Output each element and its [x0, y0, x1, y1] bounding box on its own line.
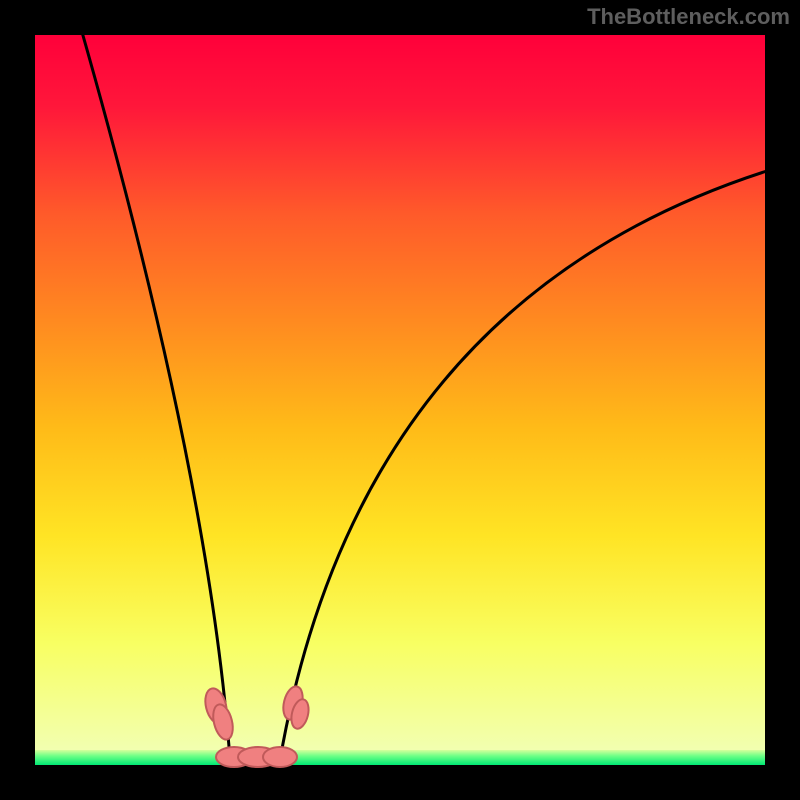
- data-bean: [210, 702, 236, 741]
- data-bean: [263, 747, 297, 767]
- attribution-text: TheBottleneck.com: [587, 4, 790, 30]
- bean-group: [0, 0, 800, 800]
